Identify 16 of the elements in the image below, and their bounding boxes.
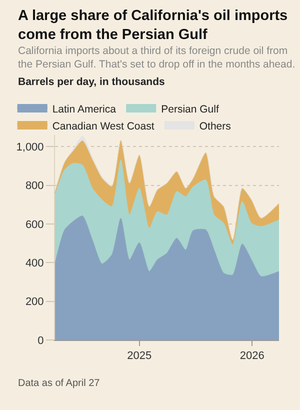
y-tick-label: 1,000 [16,141,44,154]
y-tick-label: 400 [25,257,44,270]
x-tick-label: 2025 [127,350,152,362]
legend-label: Persian Gulf [161,104,219,116]
chart-subtitle: California imports about a third of its foreign crude oil from the Persian Gulf. That's set to drop off in the months ahead. [18,45,296,71]
y-tick-label: 600 [25,218,44,231]
legend-label: Latin America [52,104,116,116]
y-tick-label: 0 [38,334,44,347]
chart-title: A large share of California's oil imports come from the Persian Gulf [18,8,288,43]
legend-label: Canadian West Coast [52,120,154,133]
y-axis-title: Barrels per day, in thousands [18,76,166,88]
y-tick-label: 200 [25,296,44,308]
x-tick-label: 2026 [240,350,264,362]
y-tick-label: 800 [25,180,44,192]
text: Data as of April 27 [18,378,100,389]
legend-label: Others [199,120,231,133]
